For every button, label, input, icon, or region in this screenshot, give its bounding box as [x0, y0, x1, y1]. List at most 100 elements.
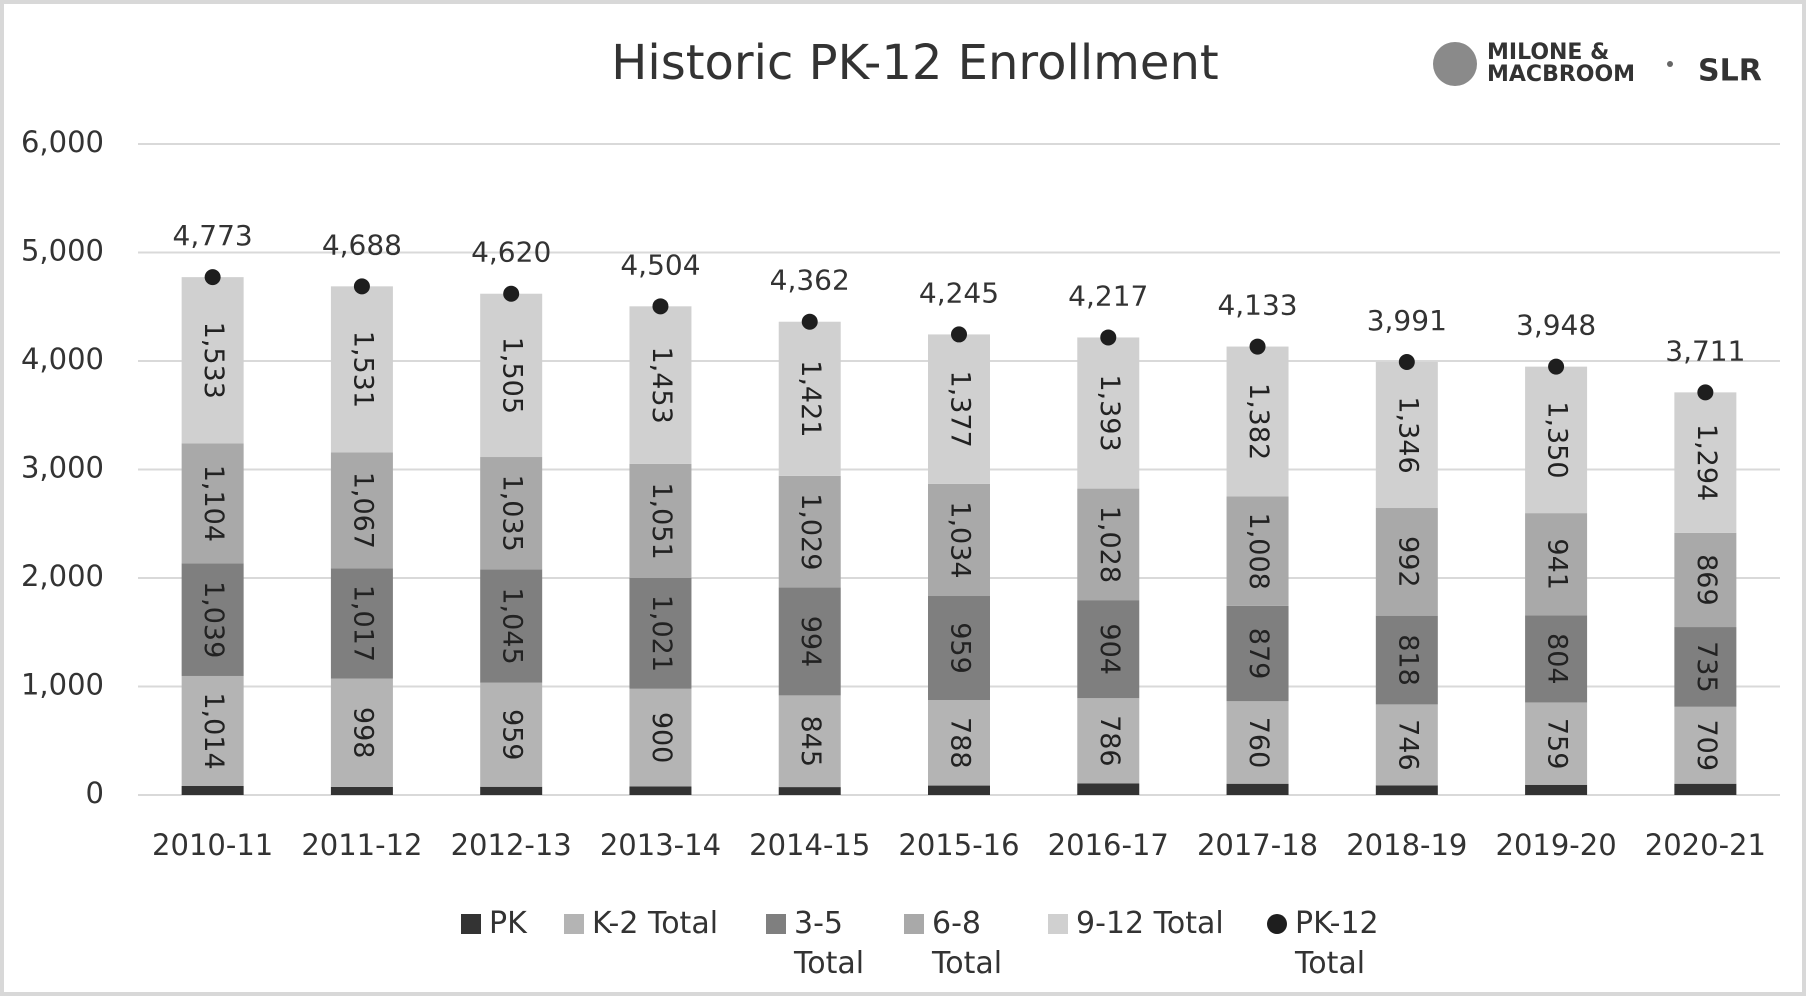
legend-item: PK [461, 904, 551, 944]
segment-label: 788 [945, 717, 976, 769]
total-marker [1697, 384, 1714, 401]
segment-label: 804 [1542, 633, 1573, 685]
bar-segment [1525, 702, 1588, 785]
legend-swatch [766, 914, 786, 934]
x-tick-label: 2018-19 [1346, 828, 1467, 862]
bar-segment [480, 569, 543, 683]
segment-label: 879 [1243, 628, 1274, 680]
segment-label: 998 [347, 707, 378, 759]
segment-label: 1,017 [347, 585, 378, 662]
bar-segment [330, 286, 393, 453]
segment-label: 959 [945, 622, 976, 674]
total-marker [1249, 338, 1266, 355]
segment-label: 1,377 [945, 370, 976, 447]
bar-segment [1375, 785, 1438, 795]
total-marker [652, 298, 669, 315]
bar-segment [330, 568, 393, 679]
bar-segment [330, 786, 393, 795]
y-tick-label: 4,000 [21, 342, 104, 376]
legend-item: 9-12 Total [1048, 904, 1228, 944]
bar-segment [480, 786, 543, 795]
segment-label: 900 [646, 712, 677, 764]
total-marker [951, 326, 967, 343]
total-label: 4,245 [919, 276, 999, 309]
bar-segment [1077, 600, 1140, 699]
logo-icon [1433, 42, 1477, 86]
legend-label: PK-12 Total [1295, 906, 1379, 981]
segment-label: 1,294 [1691, 424, 1722, 501]
y-tick-label: 6,000 [21, 125, 104, 159]
bar-segment [1077, 783, 1140, 795]
bar-segment [330, 452, 393, 569]
bar-segment [1226, 701, 1289, 784]
total-label: 4,504 [620, 248, 700, 281]
bar-segment [629, 578, 692, 689]
legend-swatch [904, 914, 924, 934]
segment-label: 1,453 [646, 346, 677, 423]
bar-segment [181, 277, 244, 444]
bar-segment [928, 700, 990, 786]
legend-item: PK-12 Total [1267, 904, 1397, 984]
bar-segment [1375, 615, 1438, 705]
segment-label: 1,028 [1094, 506, 1125, 583]
bar-segment [629, 463, 692, 578]
legend-swatch [1048, 914, 1068, 934]
bar-segment [1375, 508, 1438, 616]
y-tick-label: 2,000 [21, 559, 104, 593]
x-tick-label: 2016-17 [1048, 828, 1169, 862]
bar-segment [778, 321, 841, 476]
segment-label: 786 [1094, 715, 1125, 767]
bar-segment [778, 475, 841, 588]
segment-label: 759 [1542, 718, 1573, 770]
bar-segment [330, 678, 393, 787]
segment-label: 1,045 [497, 587, 528, 664]
segment-label: 1,531 [347, 331, 378, 408]
bar-segment [480, 293, 543, 458]
total-label: 4,773 [173, 219, 253, 252]
bar-segment [928, 596, 990, 701]
bar-segment [1077, 488, 1140, 601]
segment-label: 1,104 [198, 465, 229, 542]
segment-label: 1,533 [198, 322, 229, 399]
bar-segment [629, 786, 692, 795]
logo: MILONE & MACBROOM SLR [1433, 40, 1762, 89]
x-tick-label: 2012-13 [451, 828, 572, 862]
legend-swatch [564, 914, 584, 934]
segment-label: 845 [795, 715, 826, 767]
total-label: 3,711 [1665, 334, 1745, 367]
bar-segment [928, 334, 990, 484]
bar-segment [928, 483, 990, 597]
bar-segment [1226, 496, 1289, 606]
bar-segment [629, 688, 692, 787]
segment-label: 1,035 [497, 475, 528, 552]
bar-segment [1375, 704, 1438, 786]
segment-label: 994 [795, 616, 826, 668]
total-marker [1100, 329, 1117, 346]
segment-label: 904 [1094, 623, 1125, 675]
logo-brand: SLR [1698, 54, 1762, 89]
bar-segment [1674, 627, 1737, 707]
bar-segment [1525, 513, 1588, 616]
legend-item: 3-5 Total [766, 904, 876, 984]
bar-segment [1077, 337, 1140, 489]
x-tick-label: 2013-14 [600, 828, 721, 862]
segment-label: 869 [1691, 554, 1722, 606]
bar-segment [1674, 783, 1737, 795]
bar-segment [181, 675, 244, 786]
x-tick-label: 2019-20 [1496, 828, 1617, 862]
bar-segment [778, 695, 841, 788]
bar-segment [928, 785, 990, 795]
total-marker [801, 313, 818, 330]
legend-swatch [1267, 914, 1287, 934]
segment-label: 1,067 [347, 472, 378, 549]
segment-label: 735 [1691, 641, 1722, 693]
total-marker [1548, 358, 1565, 375]
segment-label: 1,421 [795, 360, 826, 437]
bar-segment [1226, 783, 1289, 795]
segment-label: 1,008 [1243, 513, 1274, 590]
bar-segment [181, 443, 244, 564]
segment-label: 1,382 [1243, 383, 1274, 460]
